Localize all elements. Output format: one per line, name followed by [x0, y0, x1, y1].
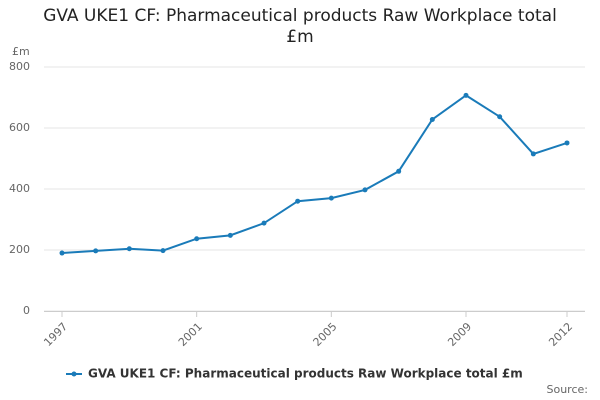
data-point: [362, 187, 368, 193]
x-tick-label: 2012: [546, 320, 575, 349]
y-tick-label: 0: [23, 304, 30, 317]
data-point: [194, 236, 200, 242]
x-tick-label: 2001: [176, 320, 205, 349]
y-tick-label: 800: [9, 60, 30, 73]
source: Source:: [547, 383, 589, 396]
data-point: [295, 198, 301, 204]
data-point: [463, 92, 469, 98]
data-point: [328, 195, 334, 201]
x-tick-label: 2005: [311, 320, 340, 349]
y-tick-label: 400: [9, 182, 30, 195]
series-line: [61, 94, 568, 255]
data-point: [497, 114, 503, 120]
data-point: [227, 232, 233, 238]
legend-label: GVA UKE1 CF: Pharmaceutical products Raw…: [88, 367, 523, 381]
data-point: [160, 248, 166, 254]
data-point: [564, 140, 570, 146]
data-point: [530, 151, 536, 157]
data-point: [429, 116, 435, 122]
data-point: [59, 250, 65, 256]
y-axis-label: £m: [12, 45, 30, 58]
x-tick-label: 2009: [445, 320, 474, 349]
data-point: [126, 246, 132, 252]
data-point: [396, 168, 402, 174]
data-point: [93, 248, 99, 254]
y-tick-label: 200: [9, 243, 30, 256]
chart-title: GVA UKE1 CF: Pharmaceutical products Raw…: [43, 6, 557, 47]
data-point: [261, 220, 267, 226]
y-tick-label: 600: [9, 121, 30, 134]
legend-marker: [71, 371, 77, 377]
x-tick-label: 1997: [41, 320, 70, 349]
